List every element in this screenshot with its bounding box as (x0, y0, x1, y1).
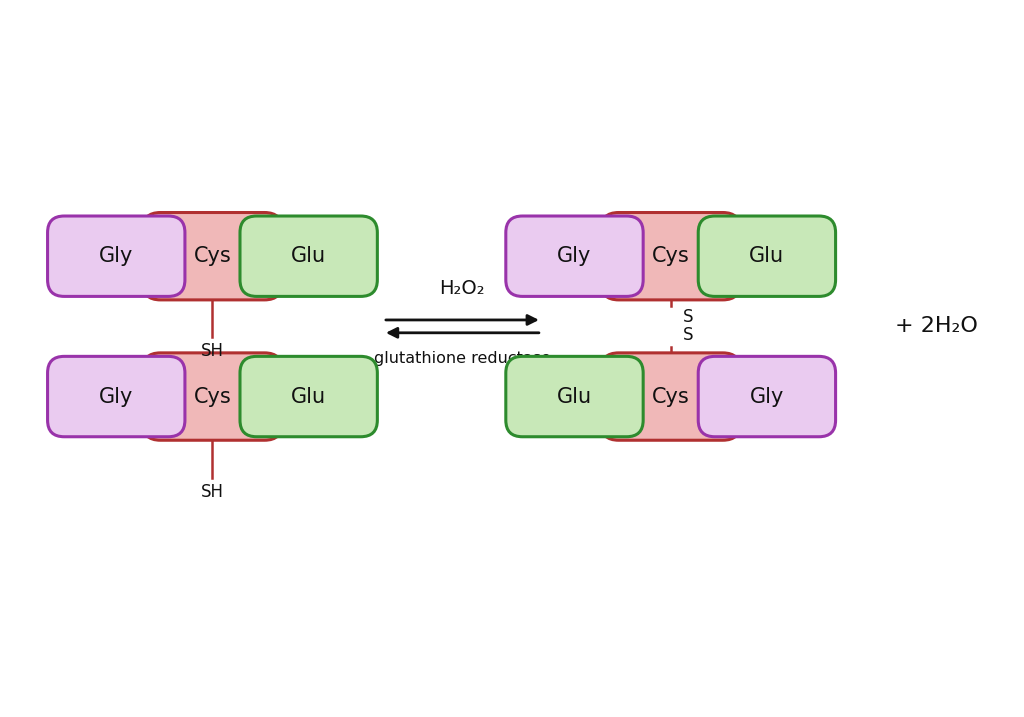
FancyBboxPatch shape (240, 216, 378, 296)
Text: Cys: Cys (194, 246, 231, 266)
Text: glutathione reductase: glutathione reductase (374, 351, 551, 366)
FancyBboxPatch shape (506, 356, 643, 437)
FancyBboxPatch shape (506, 216, 643, 296)
FancyBboxPatch shape (47, 356, 185, 437)
FancyBboxPatch shape (142, 212, 283, 300)
Text: Cys: Cys (652, 386, 689, 407)
Text: + 2H₂O: + 2H₂O (895, 316, 978, 336)
FancyBboxPatch shape (142, 353, 283, 440)
Text: Gly: Gly (557, 246, 592, 266)
Text: Glu: Glu (291, 246, 327, 266)
Text: Glu: Glu (291, 386, 327, 407)
Text: S: S (683, 326, 693, 344)
Text: Gly: Gly (99, 386, 133, 407)
Text: Cys: Cys (194, 386, 231, 407)
Text: H₂O₂: H₂O₂ (439, 279, 485, 298)
FancyBboxPatch shape (47, 216, 185, 296)
FancyBboxPatch shape (698, 356, 836, 437)
FancyBboxPatch shape (600, 212, 740, 300)
Text: Gly: Gly (750, 386, 784, 407)
FancyBboxPatch shape (698, 216, 836, 296)
Text: S: S (683, 308, 693, 326)
Text: Cys: Cys (652, 246, 689, 266)
Text: SH: SH (201, 483, 224, 500)
FancyBboxPatch shape (240, 356, 378, 437)
FancyBboxPatch shape (600, 353, 740, 440)
Text: Glu: Glu (557, 386, 592, 407)
Text: Glu: Glu (750, 246, 784, 266)
Text: SH: SH (201, 343, 224, 361)
Text: Gly: Gly (99, 246, 133, 266)
